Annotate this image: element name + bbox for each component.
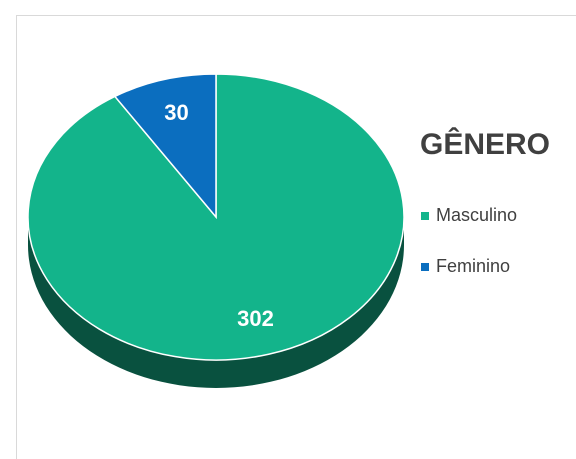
pie-slice-side: [28, 217, 404, 388]
legend-label: Masculino: [436, 205, 517, 225]
data-label: 30: [164, 100, 188, 125]
chart-title: GÊNERO: [420, 127, 550, 161]
legend-label: Feminino: [436, 256, 510, 276]
legend-swatch: [421, 263, 429, 271]
data-label: 302: [237, 306, 274, 331]
legend-swatch: [421, 212, 429, 220]
pie-slice: [113, 73, 217, 220]
